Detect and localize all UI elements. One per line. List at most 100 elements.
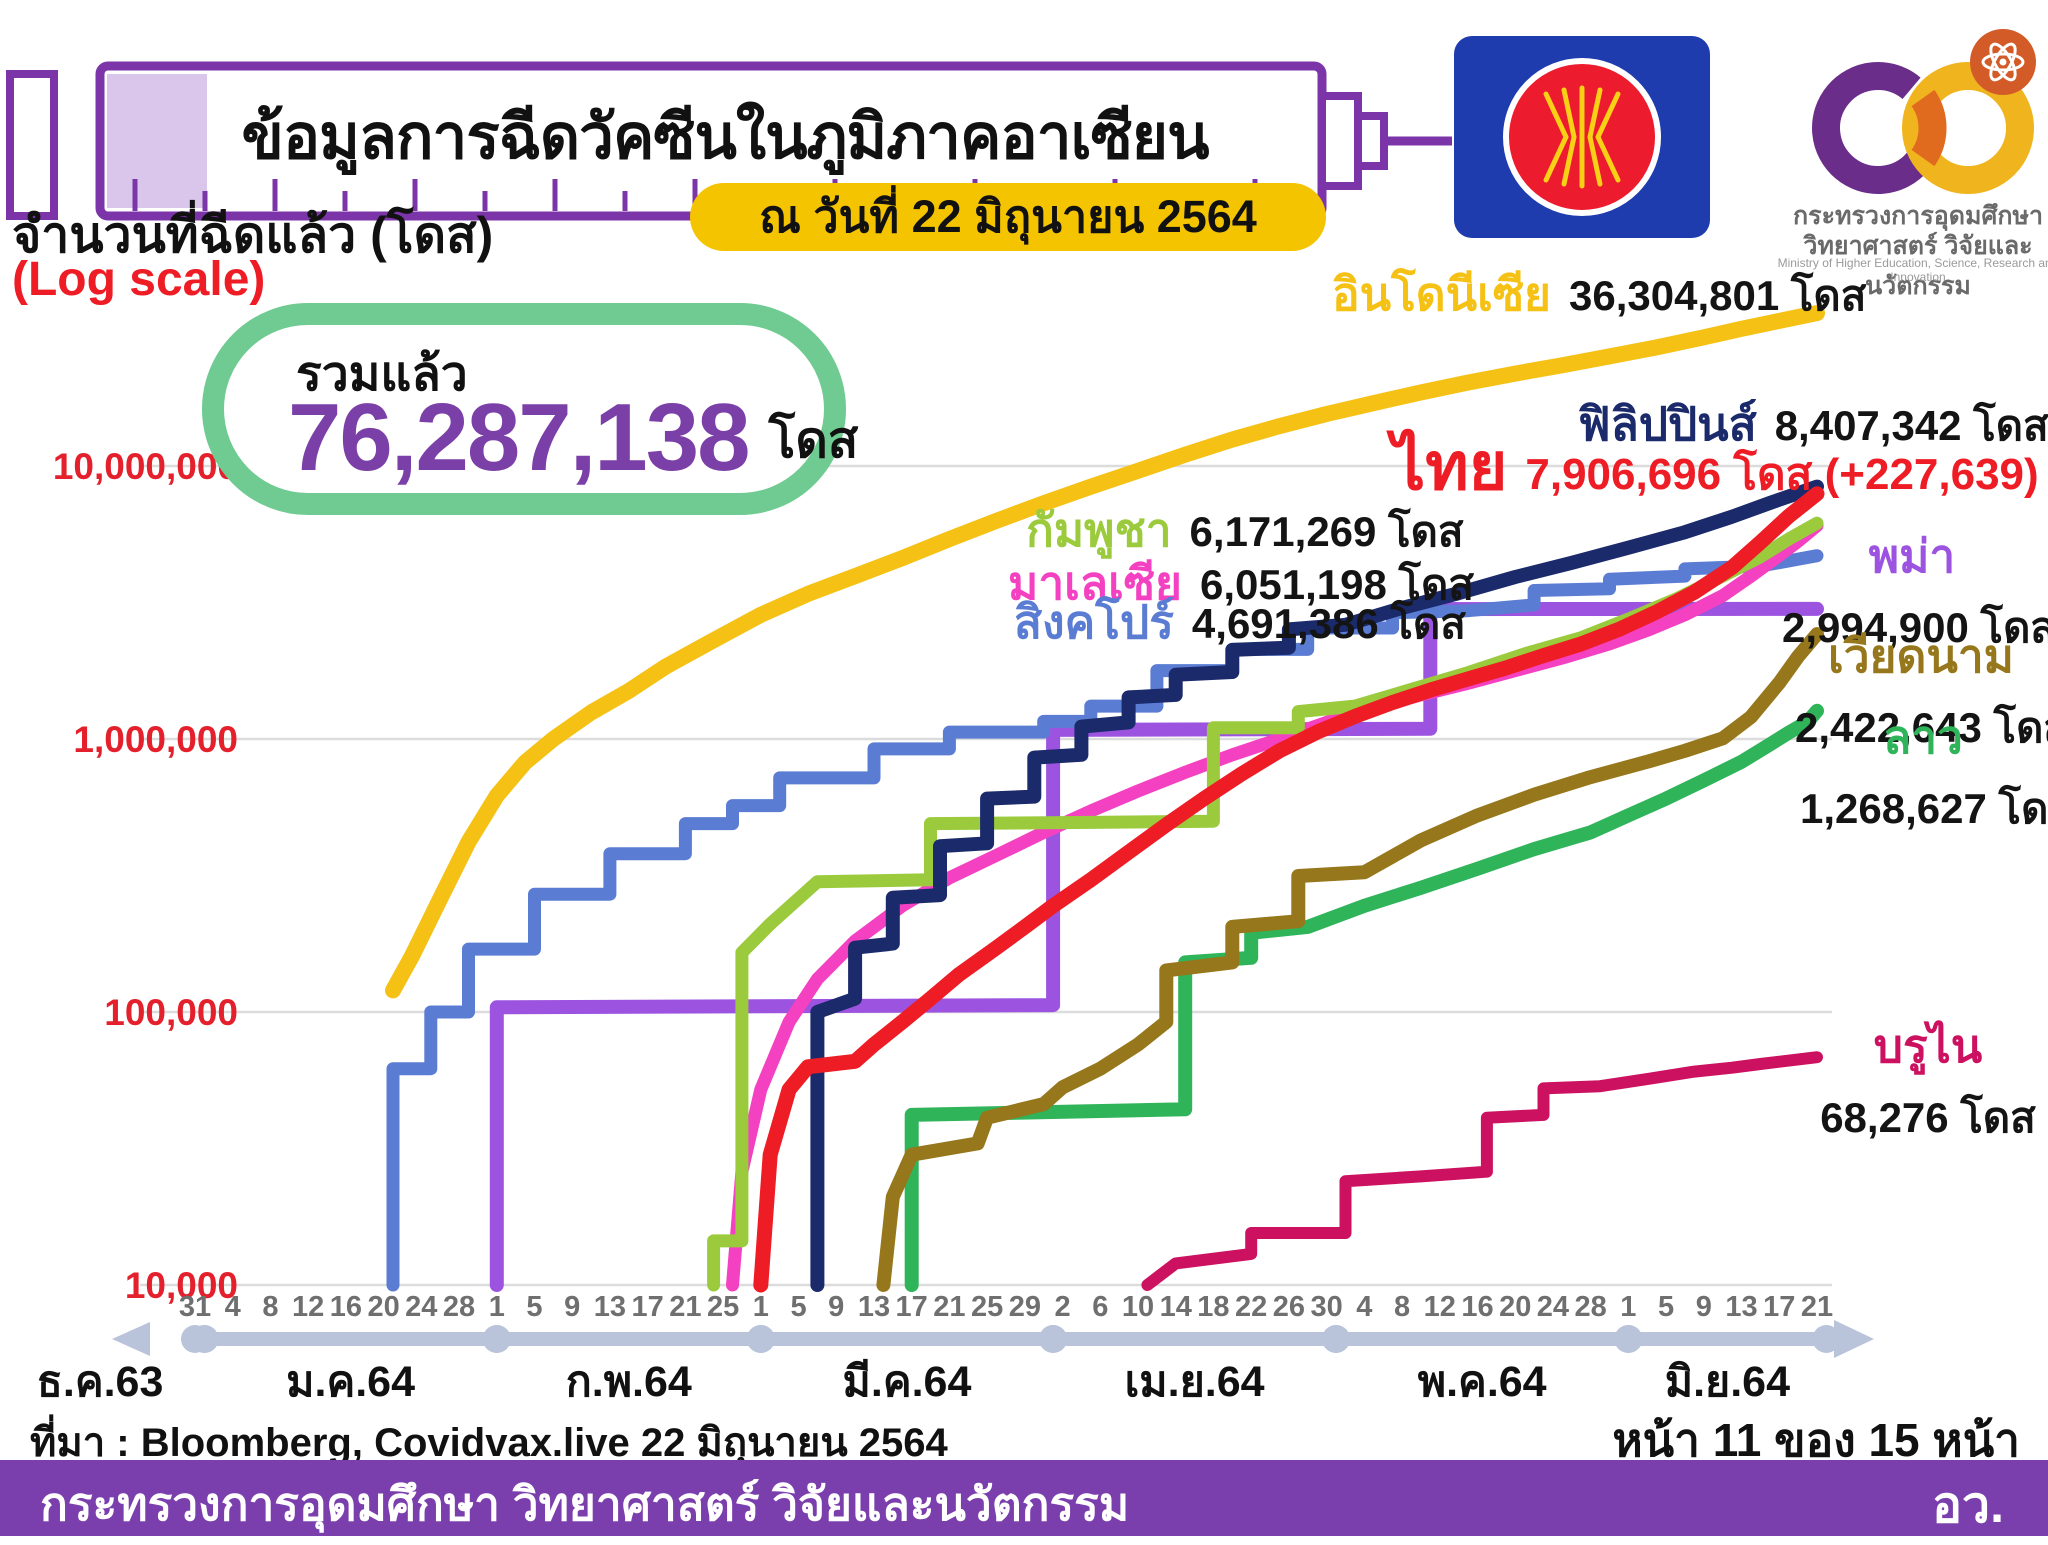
month-bar	[760, 1332, 1054, 1346]
country-value-thailand: 7,906,696 โดส (+227,639)	[1525, 450, 2039, 499]
x-tick-label: 10	[1122, 1291, 1154, 1323]
x-tick-label: 4	[225, 1291, 241, 1323]
month-label: ก.พ.64	[566, 1358, 692, 1406]
x-tick-label: 13	[858, 1291, 890, 1323]
country-name-vietnam: เวียดนาม	[1828, 630, 2014, 682]
total-label: รวมแล้ว	[296, 348, 468, 401]
series-line-indonesia	[385, 305, 1825, 999]
country-label-cambodia: กัมพูชา 6,171,269 โดส	[1026, 494, 1464, 567]
x-tick-label: 9	[828, 1291, 844, 1323]
month-bar	[1628, 1332, 1827, 1346]
log-scale-note: (Log scale)	[12, 253, 266, 306]
mhesi-text-line3: Ministry of Higher Education, Science, R…	[1777, 256, 2048, 284]
source-note: ที่มา : Bloomberg, Covidvax.live 22 มิถุ…	[30, 1421, 948, 1465]
page-title: ข้อมูลการฉีดวัคซีนในภูมิภาคอาเซียน	[241, 103, 1210, 172]
country-value-vietnam: 2,422,643 โดส	[1795, 704, 2048, 751]
x-axis-month-bar: 31ธ.ค.634 8 12 16 20 24 28ม.ค.641 5 9 13 17 21 25ก.พ…	[37, 1291, 1874, 1406]
month-label: เม.ย.64	[1125, 1358, 1265, 1406]
series-line-thailand	[753, 486, 1825, 1293]
country-value-brunei: 68,276 โดส	[1820, 1094, 2036, 1141]
x-tick-label: 4	[1356, 1291, 1372, 1323]
x-tick-label: 20	[367, 1291, 399, 1323]
month-bar-dot	[746, 1325, 775, 1353]
x-tick-label: 25	[971, 1291, 1003, 1323]
country-name-cambodia: กัมพูชา	[1026, 504, 1172, 556]
x-tick-label: 21	[1801, 1291, 1833, 1323]
month-bar-dot	[482, 1325, 511, 1353]
total-unit: โดส	[768, 412, 859, 468]
x-tick-label: 31	[179, 1291, 211, 1323]
x-tick-label: 6	[1092, 1291, 1108, 1323]
country-name-indonesia: อินโดนีเซีย	[1332, 268, 1551, 320]
chart-series	[385, 305, 1825, 1293]
x-tick-label: 21	[933, 1291, 965, 1323]
month-bar	[204, 1332, 497, 1346]
country-name-malaysia: มาเลเซีย	[1008, 557, 1182, 609]
x-tick-label: 25	[707, 1291, 739, 1323]
y-tick-label: 10,000,000	[53, 446, 238, 487]
country-value-malaysia: 6,051,198 โดส	[1199, 561, 1474, 608]
country-value-myanmar: 2,994,900 โดส	[1782, 604, 2048, 651]
x-tick-label: 17	[1763, 1291, 1795, 1323]
month-bar-dot	[1812, 1325, 1841, 1353]
month-bar-dot	[190, 1325, 219, 1353]
x-tick-label: 2	[1054, 1291, 1070, 1323]
syringe-tip	[1354, 112, 1388, 170]
syringe-plunger	[6, 70, 58, 220]
country-name-thailand: ไทย	[1392, 429, 1508, 503]
x-tick-label: 30	[1310, 1291, 1342, 1323]
month-label: มี.ค.64	[843, 1358, 972, 1406]
syringe-fill	[107, 74, 207, 208]
page-number: หน้า 11 ของ 15 หน้า	[1612, 1414, 2020, 1466]
month-label: ธ.ค.63	[37, 1358, 164, 1406]
x-tick-label: 8	[1394, 1291, 1410, 1323]
country-label-brunei: บรูไน 68,276 โดส	[1812, 1010, 2044, 1151]
x-tick-label: 20	[1499, 1291, 1531, 1323]
series-line-malaysia	[726, 519, 1824, 1292]
country-value-cambodia: 6,171,269 โดส	[1189, 508, 1464, 555]
x-tick-label: 9	[564, 1291, 580, 1323]
x-tick-label: 8	[262, 1291, 278, 1323]
country-label-vietnam: เวียดนาม 2,422,643 โดส	[1795, 620, 2048, 761]
axis-right-arrow-icon	[1834, 1320, 1874, 1358]
x-tick-label: 13	[1725, 1291, 1757, 1323]
month-bar	[1336, 1332, 1629, 1346]
y-tick-label: 10,000	[125, 1265, 238, 1306]
x-tick-label: 18	[1197, 1291, 1229, 1323]
country-label-indonesia: อินโดนีเซีย 36,304,801 โดส	[1332, 258, 1866, 331]
x-tick-label: 28	[1575, 1291, 1607, 1323]
country-label-myanmar: พม่า 2,994,900 โดส	[1782, 520, 2048, 661]
footer-ministry-abbr: อว.	[1932, 1477, 2004, 1533]
series-line-philippines	[810, 479, 1824, 1292]
asean-paddy-sheaf	[1543, 85, 1621, 189]
x-tick-label: 13	[594, 1291, 626, 1323]
country-label-philippines: ฟิลิปปินส์ 8,407,342 โดส	[1578, 388, 2048, 461]
y-axis-heading: จำนวนที่ฉีดแล้ว (โดส)	[12, 207, 494, 263]
x-tick-label: 17	[896, 1291, 928, 1323]
month-bar-dot	[1039, 1325, 1068, 1353]
x-tick-label: 9	[1696, 1291, 1712, 1323]
x-tick-label: 26	[1273, 1291, 1305, 1323]
x-tick-label: 1	[753, 1291, 769, 1323]
x-tick-label: 12	[1424, 1291, 1456, 1323]
country-name-laos: ลาว	[1883, 711, 1963, 763]
country-value-indonesia: 36,304,801 โดส	[1569, 272, 1867, 319]
x-tick-label: 21	[669, 1291, 701, 1323]
axis-left-arrow-icon	[112, 1322, 150, 1356]
series-line-vietnam	[876, 627, 1824, 1292]
x-tick-label: 5	[1658, 1291, 1674, 1323]
mhesi-text-line2: วิทยาศาสตร์ วิจัยและนวัตกรรม	[1803, 232, 2033, 300]
x-tick-label: 28	[443, 1291, 475, 1323]
country-value-singapore: 4,691,386 โดส	[1191, 600, 1466, 647]
country-name-singapore: สิงคโปร์	[1014, 596, 1174, 648]
country-label-laos: ลาว 1,268,627 โดส	[1800, 701, 2048, 842]
month-bar-dot	[1614, 1325, 1643, 1353]
x-tick-label: 1	[1620, 1291, 1636, 1323]
x-tick-label: 5	[526, 1291, 542, 1323]
total-doses-box	[202, 303, 846, 515]
x-tick-label: 24	[405, 1291, 437, 1323]
x-tick-label: 5	[790, 1291, 806, 1323]
country-label-malaysia: มาเลเซีย 6,051,198 โดส	[1008, 547, 1474, 620]
x-tick-label: 17	[632, 1291, 664, 1323]
month-bar	[496, 1332, 761, 1346]
